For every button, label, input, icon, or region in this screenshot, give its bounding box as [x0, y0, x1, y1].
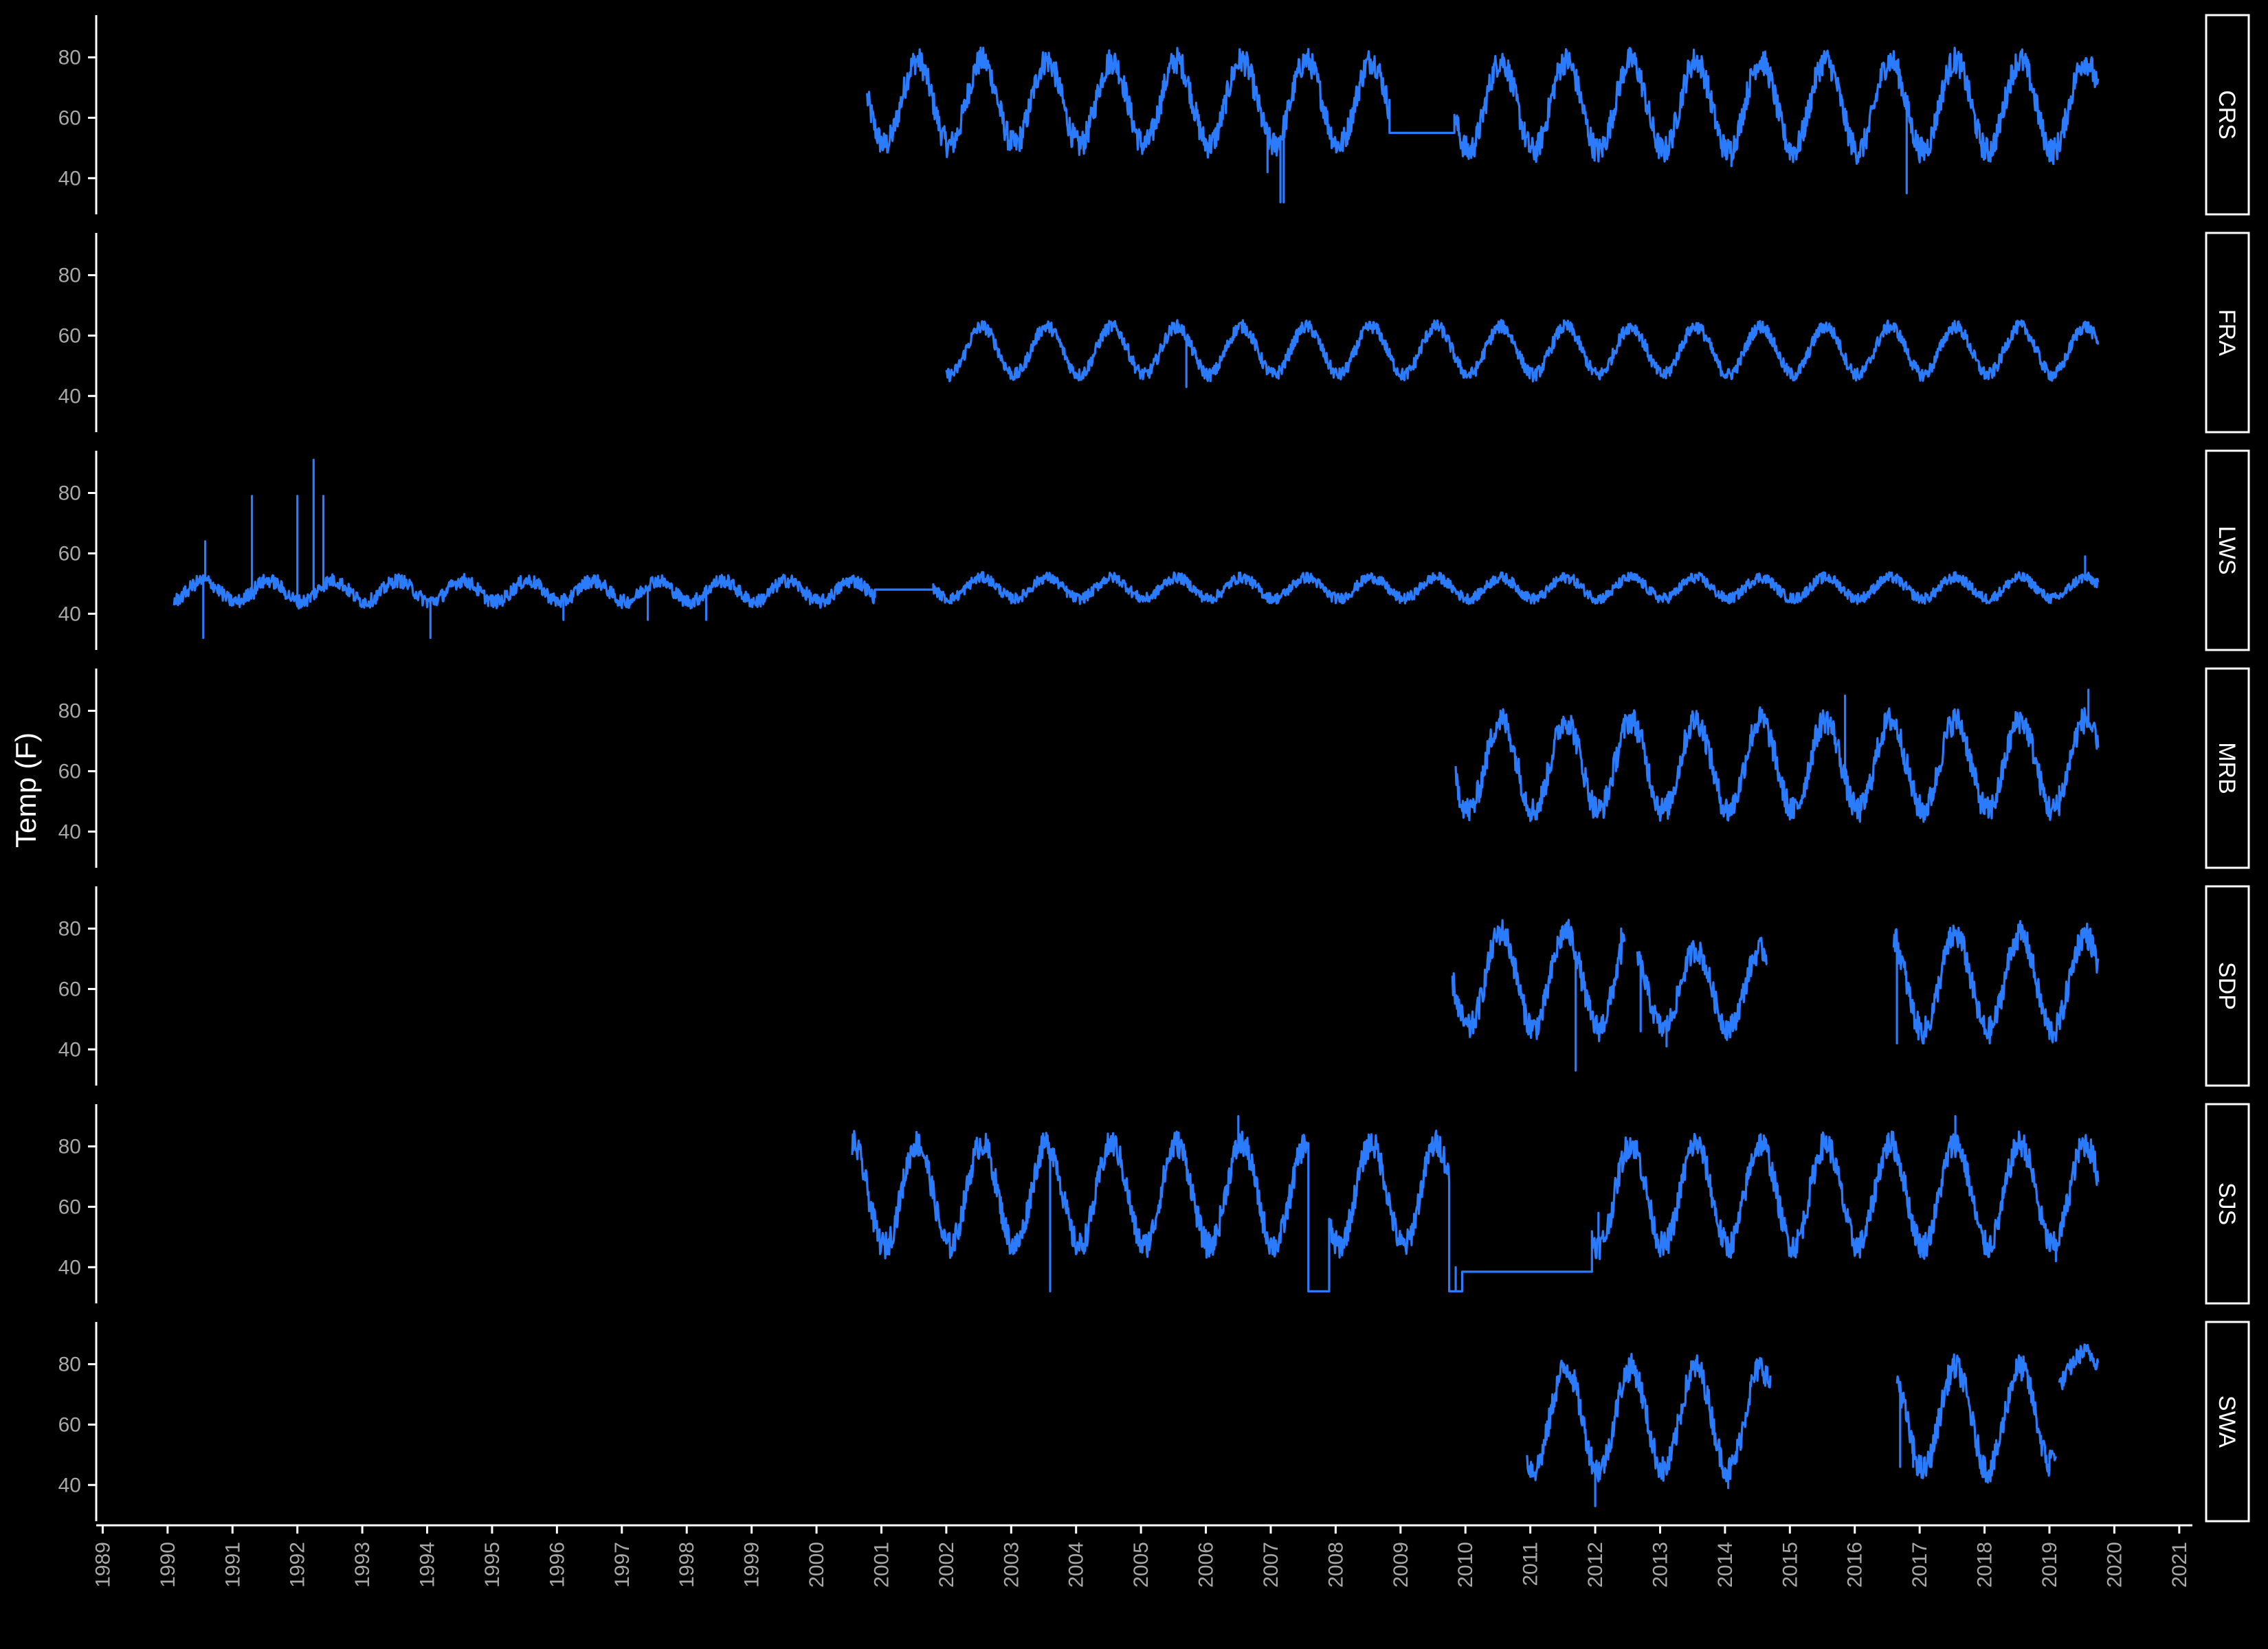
x-tick-label: 1990	[157, 1542, 179, 1588]
y-tick-label: 60	[58, 324, 81, 347]
x-axis: 1989 1990 1991 1992 1993 1994 1995 1996 1997 1998…	[91, 1524, 2192, 1588]
x-tick-label: 1992	[287, 1542, 309, 1588]
panel-swa: 40 60 80 SWA	[58, 1321, 2250, 1523]
y-tick-label: 40	[58, 385, 81, 407]
facet-strip	[2205, 1103, 2250, 1305]
panel-sdp: 40 60 80 SDP	[58, 885, 2250, 1087]
x-tick-label: 1995	[481, 1542, 504, 1588]
y-tick-label: 40	[58, 1474, 81, 1496]
facet-strip-label: LWS	[2214, 526, 2240, 574]
x-tick-label: 1998	[676, 1542, 698, 1588]
y-tick-label: 40	[58, 167, 81, 190]
facet-strip-label: SJS	[2214, 1182, 2240, 1225]
x-tick-label: 2015	[1779, 1542, 1801, 1588]
y-tick-label: 80	[58, 47, 81, 69]
panel-sjs: 40 60 80 SJS	[58, 1103, 2250, 1305]
x-tick-label: 2008	[1324, 1542, 1347, 1588]
panel-mrb: 40 60 80 MRB	[58, 667, 2250, 869]
x-tick-label: 2000	[805, 1542, 828, 1588]
x-tick-label: 2005	[1130, 1542, 1153, 1588]
facet-strip-label: MRB	[2214, 742, 2240, 794]
x-tick-label: 1997	[611, 1542, 634, 1588]
y-tick-label: 40	[58, 1256, 81, 1279]
x-tick-label: 2003	[1000, 1542, 1023, 1588]
x-tick-label: 2013	[1649, 1542, 1671, 1588]
x-tick-label: 2014	[1714, 1542, 1737, 1588]
series-line-mrb	[1454, 688, 2100, 823]
panel-lws: 40 60 80 LWS	[58, 449, 2250, 651]
x-tick-label: 2002	[935, 1542, 958, 1588]
x-tick-label: 1993	[351, 1542, 374, 1588]
x-tick-label: 2016	[1844, 1542, 1867, 1588]
series-line-fra	[945, 319, 2100, 388]
y-tick-label: 80	[58, 700, 81, 723]
x-tick-label: 2009	[1390, 1542, 1412, 1588]
x-tick-label: 1991	[221, 1542, 244, 1588]
y-tick-label: 40	[58, 603, 81, 625]
facet-strip	[2205, 232, 2250, 434]
facet-strip	[2205, 1321, 2250, 1523]
y-axis-title: Temp (F)	[10, 732, 42, 848]
y-tick-label: 40	[58, 820, 81, 843]
x-tick-label: 2017	[1909, 1542, 1931, 1588]
y-tick-label: 80	[58, 1354, 81, 1376]
x-tick-label: 2018	[1974, 1542, 1997, 1588]
panel-crs: 40 60 80 CRS	[58, 14, 2250, 216]
panel-fra: 40 60 80 FRA	[58, 232, 2250, 434]
facet-strip	[2205, 667, 2250, 869]
series-line-swa	[1526, 1343, 2100, 1507]
facet-strip-label: FRA	[2214, 309, 2240, 356]
series-line-crs	[866, 46, 2100, 203]
facet-strip-label: CRS	[2214, 90, 2240, 139]
series-line-lws	[173, 458, 2100, 639]
y-tick-label: 60	[58, 106, 81, 129]
series-line-sdp	[1451, 919, 2100, 1072]
x-tick-label: 2004	[1065, 1542, 1088, 1588]
x-tick-label: 1999	[741, 1542, 764, 1588]
y-tick-label: 80	[58, 1136, 81, 1158]
x-tick-label: 1989	[91, 1542, 114, 1588]
x-tick-label: 2020	[2103, 1542, 2126, 1588]
y-tick-label: 80	[58, 265, 81, 287]
x-tick-label: 1996	[546, 1542, 568, 1588]
x-tick-label: 2006	[1195, 1542, 1218, 1588]
y-tick-label: 60	[58, 1413, 81, 1436]
x-tick-label: 2001	[870, 1542, 893, 1588]
y-tick-label: 80	[58, 482, 81, 505]
x-tick-label: 2007	[1260, 1542, 1282, 1588]
x-tick-label: 1994	[416, 1542, 439, 1588]
x-tick-label: 2021	[2168, 1542, 2191, 1588]
facet-strip-label: SDP	[2214, 962, 2240, 1010]
x-tick-label: 2011	[1520, 1542, 1542, 1586]
x-tick-label: 2012	[1584, 1542, 1607, 1588]
y-tick-label: 80	[58, 918, 81, 941]
y-tick-label: 40	[58, 1038, 81, 1061]
series-line-sjs	[851, 1115, 2100, 1292]
y-tick-label: 60	[58, 542, 81, 565]
y-tick-label: 60	[58, 1196, 81, 1218]
facet-strip	[2205, 14, 2250, 216]
y-tick-label: 60	[58, 978, 81, 1000]
x-tick-label: 2019	[2038, 1542, 2061, 1588]
facet-strip	[2205, 449, 2250, 651]
x-tick-label: 2010	[1454, 1542, 1477, 1588]
panels-layer: 40 60 80 CRS 40 60 80 FRA 40 60 80 LWS 40 60 80 MRB 40 60…	[58, 14, 2250, 1523]
facet-strip-label: SWA	[2214, 1395, 2240, 1448]
y-tick-label: 60	[58, 760, 81, 783]
facet-strip	[2205, 885, 2250, 1087]
